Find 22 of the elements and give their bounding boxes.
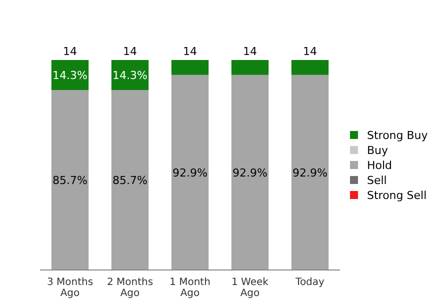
data-label: 85.7% [52,174,88,188]
legend-label: Buy [367,144,389,157]
data-label: 14.3% [52,69,88,82]
data-label: 85.7% [112,174,148,188]
legend-label: Sell [367,174,387,187]
data-label: 14.3% [112,69,148,82]
annotation: 14 [303,45,317,58]
legend-label: Hold [367,159,392,172]
x-tick-label: 1 Month Ago [170,277,210,299]
x-tick-label: Today [294,277,325,288]
legend-label: Strong Sell [367,189,427,202]
data-label: 92.9% [232,166,268,180]
data-label: 92.9% [172,166,208,180]
annotation: 14 [123,45,137,58]
x-tick-label: 1 Week Ago [232,277,269,299]
x-tick-label: 3 Months Ago [46,277,94,299]
x-tick-label: 2 Months Ago [106,277,154,299]
annotation: 14 [183,45,197,58]
annotation: 14 [63,45,77,58]
annotation: 14 [243,45,257,58]
data-label: 92.9% [292,166,328,180]
legend-label: Strong Buy [367,129,428,142]
